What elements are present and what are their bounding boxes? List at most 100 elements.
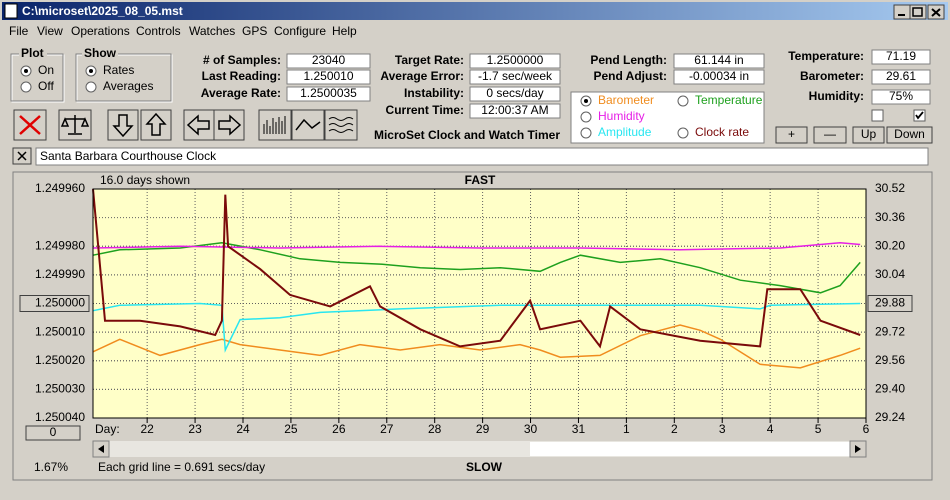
waves-button[interactable] [324, 109, 358, 141]
y2-tick-box[interactable] [867, 295, 913, 312]
down-button[interactable] [107, 109, 139, 141]
field-value: -1.7 sec/week [478, 69, 553, 83]
field-box [286, 69, 371, 85]
field-label: Last Reading: [202, 69, 281, 83]
radio[interactable] [580, 111, 592, 123]
menu-item[interactable]: View [37, 24, 63, 38]
field-box [469, 69, 561, 85]
legend-label: Temperature [695, 93, 763, 107]
balance-button[interactable] [58, 109, 92, 141]
wave-button[interactable] [291, 109, 325, 141]
field-value: 0 secs/day [486, 86, 543, 100]
y2-tick-label: 30.36 [875, 210, 905, 224]
toolbar [13, 109, 358, 141]
description: Santa Barbara Courthouse Clock [40, 149, 217, 163]
bottom-label: SLOW [466, 460, 503, 474]
menu-item[interactable]: Configure [274, 24, 326, 38]
field-value: 71.19 [886, 49, 916, 63]
button[interactable] [775, 126, 808, 144]
radio[interactable] [580, 127, 592, 139]
radio[interactable] [85, 81, 97, 93]
x-tick-label: 30 [524, 422, 538, 436]
group-title-bg [19, 47, 47, 61]
scroll-thumb[interactable] [530, 442, 850, 456]
menu-item[interactable]: GPS [242, 24, 267, 38]
radio[interactable] [677, 127, 689, 139]
field-value: 1.2500000 [487, 53, 544, 67]
field-value: 23040 [312, 53, 346, 67]
y-tick-label: 1.249990 [35, 267, 85, 281]
offset-value: 0 [50, 425, 57, 439]
description-box[interactable] [35, 147, 929, 166]
x-tick-label: 1 [623, 422, 630, 436]
y2-tick-label: 29.40 [875, 382, 905, 396]
button[interactable] [813, 126, 847, 144]
checkmark [915, 111, 924, 120]
button-label: + [788, 127, 795, 141]
field-value: 75% [889, 89, 913, 103]
top-label: FAST [465, 173, 496, 187]
menu-item[interactable]: Operations [71, 24, 130, 38]
y2-tick-label: 30.52 [875, 181, 905, 195]
field-value: -0.00034 in [689, 69, 749, 83]
app-label: MicroSet Clock and Watch Timer [374, 128, 560, 142]
radio[interactable] [677, 95, 689, 107]
field-box [871, 89, 931, 105]
field-box [469, 53, 561, 69]
checkbox[interactable] [871, 109, 884, 122]
button-label: Down [894, 127, 925, 141]
menu-item[interactable]: Watches [189, 24, 235, 38]
y2-tick-label: 29.72 [875, 324, 905, 338]
sensor-panel [570, 91, 765, 144]
x-tick-label: 23 [188, 422, 202, 436]
left-button[interactable] [183, 109, 215, 141]
field-value: 29.61 [886, 69, 916, 83]
button[interactable] [852, 126, 885, 144]
legend-label: Barometer [598, 93, 654, 107]
y2-tick-label: 29.88 [875, 296, 905, 310]
minimize[interactable] [893, 4, 911, 20]
radio-dot [584, 99, 588, 103]
menu-item[interactable]: Help [332, 24, 357, 38]
field-box [871, 69, 931, 85]
bars-button[interactable] [258, 109, 292, 141]
menu-item[interactable]: File [9, 24, 29, 38]
field-label: Humidity: [809, 89, 864, 103]
radio-dot [89, 69, 93, 73]
description-clear[interactable] [12, 147, 32, 165]
offset-button[interactable] [25, 425, 81, 441]
button-label: — [824, 127, 836, 141]
right-button[interactable] [213, 109, 245, 141]
radio-label: On [38, 63, 54, 77]
field-box [673, 53, 765, 69]
x-tick-label: 27 [380, 422, 394, 436]
radio[interactable] [20, 81, 32, 93]
y-tick-label: 1.250020 [35, 353, 85, 367]
radio-label: Off [38, 79, 54, 93]
button-label: Up [861, 127, 877, 141]
x-tick-label: 31 [572, 422, 586, 436]
clear-button[interactable] [13, 109, 47, 141]
y-tick-label: 1.249960 [35, 181, 85, 195]
y-tick-box[interactable] [19, 295, 90, 312]
x-tick-label: 24 [236, 422, 250, 436]
y-tick-label: 1.250040 [35, 410, 85, 424]
footnote: Each grid line = 0.691 secs/day [98, 460, 265, 474]
menu-item[interactable]: Controls [136, 24, 181, 38]
x-axis-label: Day: [95, 422, 120, 436]
field-label: Pend Adjust: [593, 69, 667, 83]
window-controls[interactable] [893, 4, 945, 20]
field-value: 1.250010 [303, 69, 353, 83]
field-label: Current Time: [386, 103, 464, 117]
group-box [75, 53, 172, 102]
field-label: Average Rate: [201, 86, 281, 100]
field-box [673, 69, 765, 85]
y2-tick-label: 30.20 [875, 238, 905, 252]
field-value: 1.2500035 [300, 86, 357, 100]
window-title: C:\microset\2025_08_05.mst [22, 4, 183, 18]
series-line [92, 188, 861, 349]
up-button[interactable] [140, 109, 172, 141]
plot-border [92, 188, 867, 419]
field-value: 61.144 in [694, 53, 743, 67]
button[interactable] [886, 126, 933, 144]
